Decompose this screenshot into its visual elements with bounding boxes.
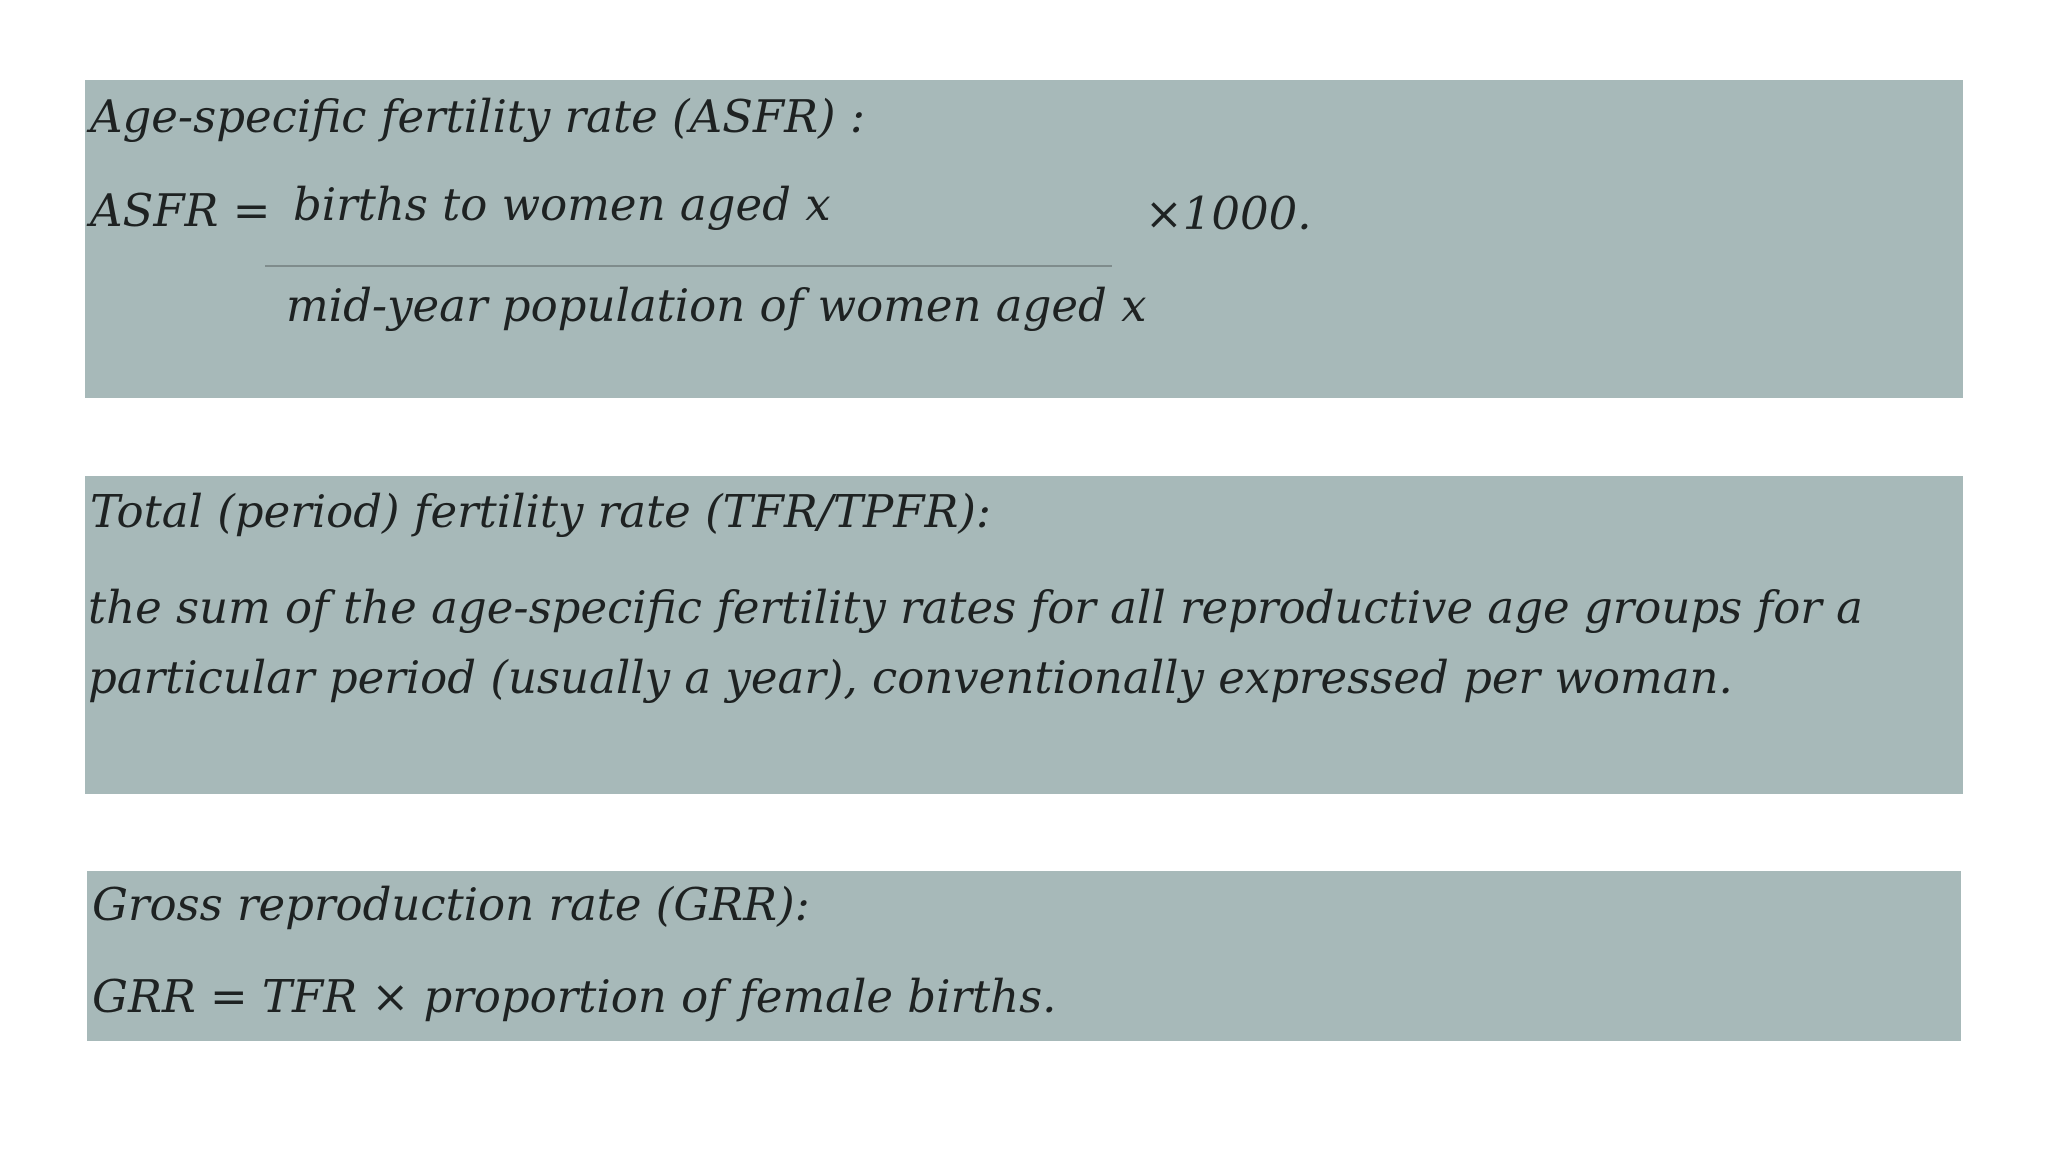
tfr-heading: Total (period) fertility rate (TFR/TPFR)…: [90, 485, 992, 538]
asfr-denominator: mid-year population of women aged x: [286, 279, 1147, 332]
asfr-definition-box: Age-specific fertility rate (ASFR) : ASF…: [85, 80, 1963, 398]
tfr-definition-box: Total (period) fertility rate (TFR/TPFR)…: [85, 476, 1963, 794]
fraction-line: [265, 265, 1112, 267]
grr-formula: GRR = TFR × proportion of female births.: [92, 970, 1057, 1023]
asfr-multiplier: ×1000.: [1145, 187, 1312, 240]
asfr-heading: Age-specific fertility rate (ASFR) :: [90, 90, 866, 143]
grr-heading: Gross reproduction rate (GRR):: [92, 878, 810, 931]
asfr-formula-lhs: ASFR =: [90, 184, 271, 237]
tfr-definition-text: the sum of the age-specific fertility ra…: [88, 581, 1863, 704]
grr-definition-box: Gross reproduction rate (GRR): GRR = TFR…: [87, 871, 1961, 1041]
asfr-numerator: births to women aged x: [293, 178, 831, 231]
